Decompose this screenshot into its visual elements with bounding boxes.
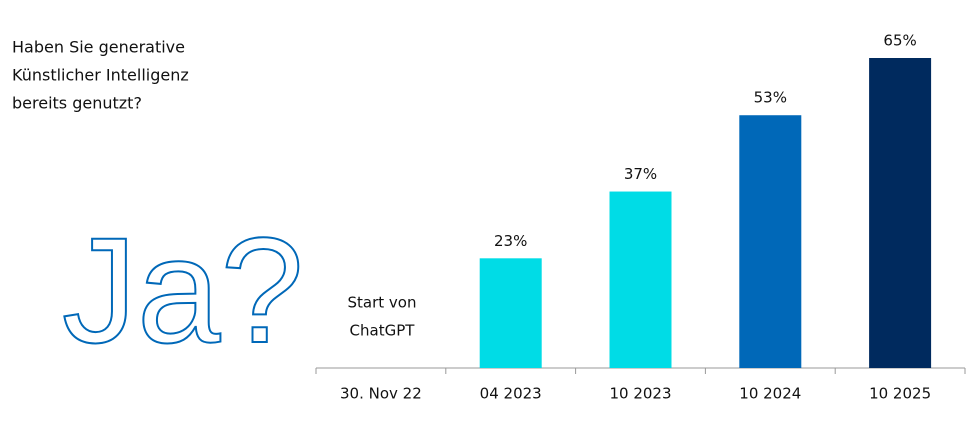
x-tick-label: 04 2023	[480, 385, 542, 403]
value-label: 23%	[494, 232, 527, 250]
bar	[479, 258, 542, 368]
title-line: Haben Sie generative	[12, 38, 185, 57]
bar	[739, 115, 802, 368]
value-label: 53%	[754, 89, 787, 107]
bar	[869, 58, 932, 368]
annotation: ChatGPT	[350, 322, 416, 340]
bar	[609, 191, 672, 368]
x-tick-label: 10 2023	[609, 385, 671, 403]
emblem: Ja?	[62, 206, 304, 374]
title-line: Künstlicher Intelligenz	[12, 66, 189, 85]
annotation: Start von	[348, 294, 417, 312]
value-label: 65%	[883, 32, 916, 50]
x-tick-label: 30. Nov 22	[340, 385, 422, 403]
x-tick-label: 10 2025	[869, 385, 931, 403]
value-label: 37%	[624, 165, 657, 183]
title-line: bereits genutzt?	[12, 94, 142, 113]
x-tick-label: 10 2024	[739, 385, 801, 403]
